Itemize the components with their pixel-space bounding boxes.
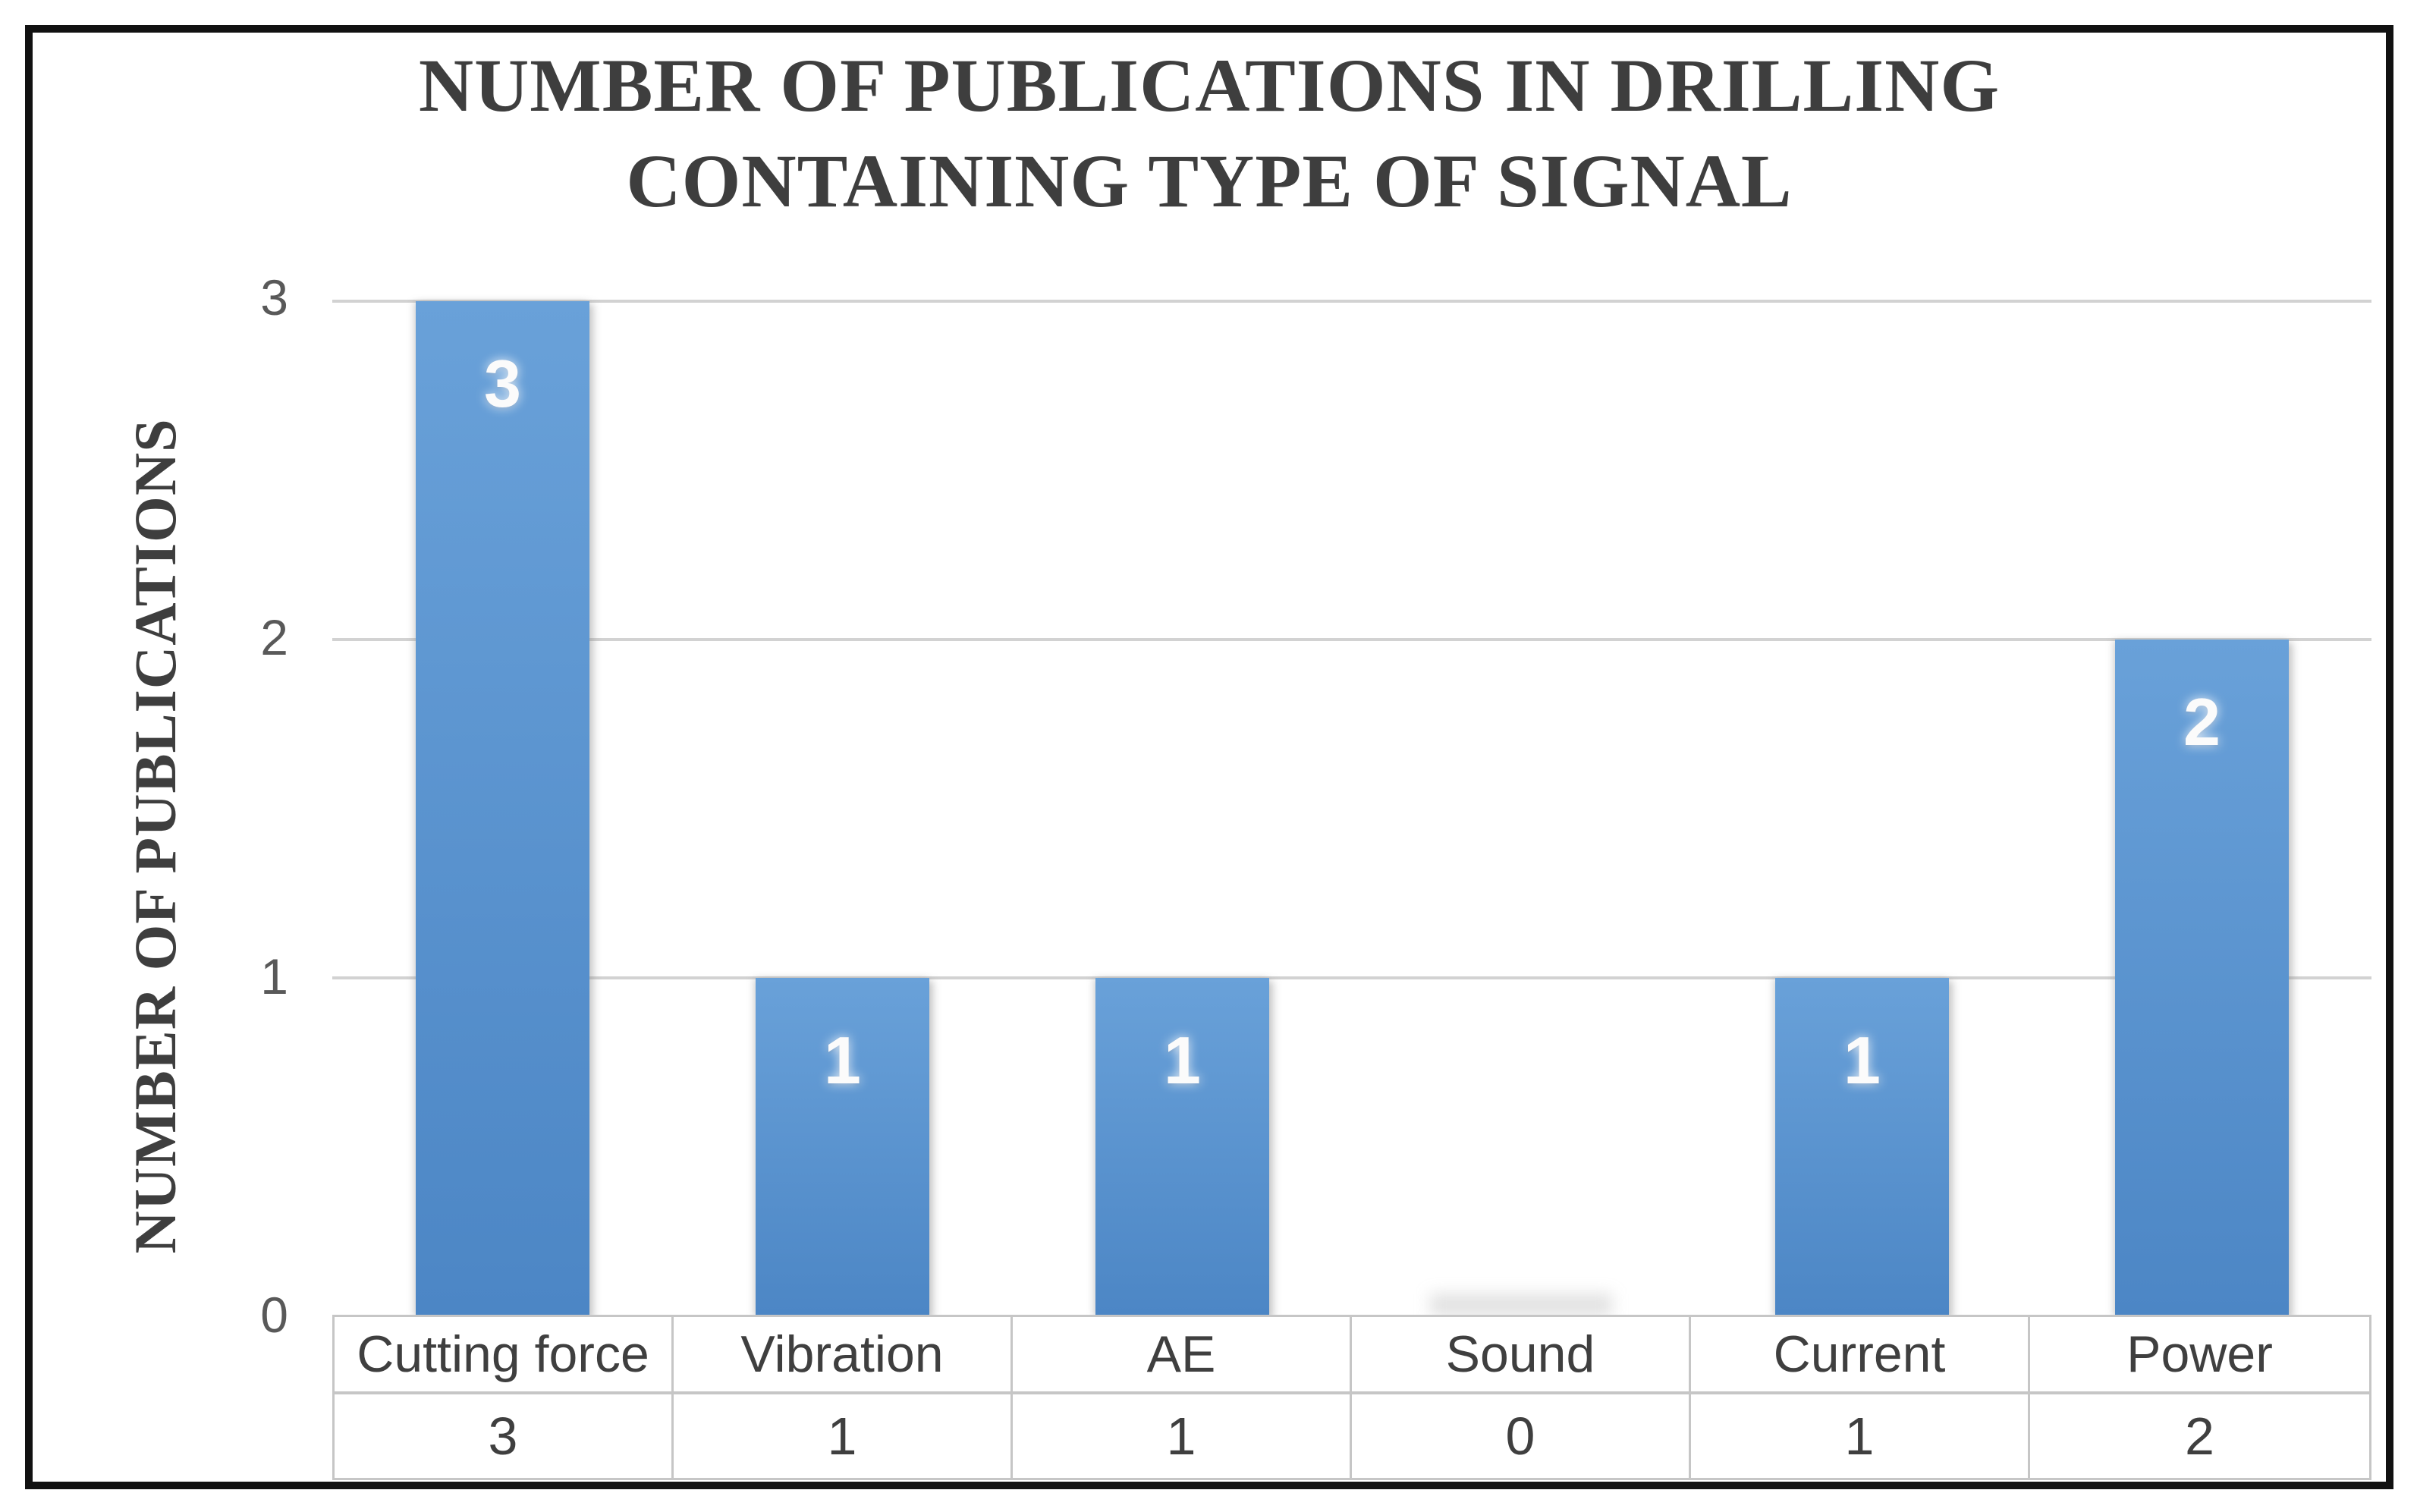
bar-vibration: 1	[756, 978, 929, 1316]
data-table-value-sound: 0	[1352, 1394, 1691, 1478]
bar-data-label-power: 2	[2183, 684, 2221, 759]
bar-power: 2	[2115, 640, 2289, 1316]
bar-ae: 1	[1095, 978, 1269, 1316]
y-axis-tick-label-0: 0	[260, 1287, 288, 1343]
y-axis-title: NUMBER OF PUBLICATIONS	[122, 418, 188, 1254]
gridline-2	[332, 638, 2371, 641]
data-table-category-power: Power	[2030, 1317, 2369, 1394]
data-table-category-current: Current	[1691, 1317, 2030, 1394]
bar-data-label-vibration: 1	[824, 1023, 861, 1098]
data-table-category-sound: Sound	[1352, 1317, 1691, 1394]
data-table-value-power: 2	[2185, 1407, 2214, 1466]
bar-data-label-ae: 1	[1164, 1023, 1201, 1098]
data-table-category-vibration: Vibration	[674, 1317, 1013, 1394]
bar-data-label-cutting-force: 3	[484, 346, 521, 421]
data-table-value-cutting-force: 3	[335, 1394, 674, 1478]
y-axis-tick-label-3: 3	[260, 269, 288, 325]
bar-cutting-force: 3	[416, 301, 589, 1316]
data-table-value-current: 1	[1691, 1394, 2030, 1478]
data-table-value-ae: 1	[1013, 1394, 1352, 1478]
y-axis-tick-label-2: 2	[260, 609, 288, 665]
gridline-3	[332, 300, 2371, 303]
zero-bar-shadow-sound	[1430, 1294, 1612, 1316]
plot-area: 3 1 1 0 1 2	[332, 300, 2371, 1318]
chart-title-line-1: NUMBER OF PUBLICATIONS IN DRILLING	[418, 43, 2001, 127]
gridline-1	[332, 976, 2371, 979]
bar-data-label-current: 1	[1843, 1023, 1881, 1098]
y-axis-tick-label-1: 1	[260, 948, 288, 1004]
data-table-category-cutting-force: Cutting force	[335, 1317, 674, 1394]
data-table-value-vibration: 1	[674, 1394, 1013, 1478]
chart-frame-border	[25, 25, 2393, 1489]
bar-current: 1	[1775, 978, 1949, 1316]
chart-title: NUMBER OF PUBLICATIONS IN DRILLING CONTA…	[33, 38, 2386, 229]
data-table-category-ae: AE	[1013, 1317, 1352, 1394]
chart-title-line-2: CONTAINING TYPE OF SIGNAL	[626, 139, 1793, 223]
data-table: Cutting force Vibration AE Sound Current…	[332, 1315, 2371, 1480]
